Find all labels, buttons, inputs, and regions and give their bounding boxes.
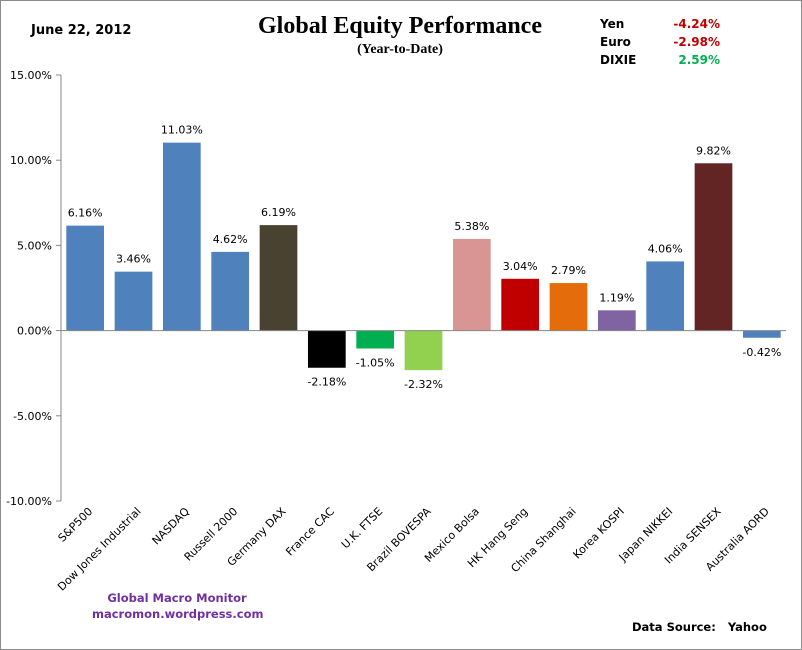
bar bbox=[211, 251, 250, 331]
x-tick-label: S&P500 bbox=[56, 505, 96, 545]
value-label: 5.38% bbox=[454, 220, 489, 233]
data-source: Data Source: Yahoo bbox=[632, 620, 779, 634]
y-tick-label: -10.00% bbox=[6, 495, 52, 508]
currency-value: -2.98% bbox=[673, 35, 720, 49]
x-tick-label: U.K. FTSE bbox=[339, 505, 385, 551]
bar bbox=[66, 225, 105, 331]
bar bbox=[597, 310, 636, 331]
value-label: -2.32% bbox=[404, 378, 443, 391]
x-tick-label: Dow Jones Industrial bbox=[55, 505, 144, 594]
currency-panel: Yen -4.24% Euro -2.98% DIXIE 2.59% bbox=[600, 17, 720, 71]
value-label: 11.03% bbox=[161, 124, 203, 137]
bar bbox=[452, 238, 491, 331]
value-label: 3.46% bbox=[116, 253, 151, 266]
x-tick-label: NASDAQ bbox=[150, 505, 193, 548]
bar bbox=[404, 330, 443, 371]
bar bbox=[646, 261, 685, 331]
currency-row-dixie: DIXIE 2.59% bbox=[600, 53, 720, 71]
chart-title: Global Equity Performance bbox=[258, 13, 542, 39]
currency-name: Euro bbox=[600, 35, 631, 49]
currency-value: -4.24% bbox=[673, 17, 720, 31]
value-label: 4.06% bbox=[648, 242, 683, 255]
bar bbox=[742, 330, 781, 338]
y-tick-label: 5.00% bbox=[17, 239, 52, 252]
currency-row-euro: Euro -2.98% bbox=[600, 35, 720, 53]
y-tick-label: 0.00% bbox=[17, 325, 52, 338]
bar bbox=[162, 142, 201, 331]
currency-value: 2.59% bbox=[678, 53, 720, 67]
y-tick-label: 10.00% bbox=[10, 154, 52, 167]
value-label: 1.19% bbox=[599, 291, 634, 304]
bar bbox=[307, 330, 346, 368]
value-labels: 6.16% 3.46% 11.03% 4.62% 6.19% -2.18% -1.05% -2… bbox=[68, 124, 782, 391]
data-source-value: Yahoo bbox=[727, 620, 767, 634]
value-label: 6.19% bbox=[261, 206, 296, 219]
bar bbox=[356, 330, 395, 349]
value-label: 3.04% bbox=[503, 260, 538, 273]
brand-credit: Global Macro Monitor macromon.wordpress.… bbox=[92, 590, 264, 622]
brand-url[interactable]: macromon.wordpress.com bbox=[92, 607, 264, 621]
report-date: June 22, 2012 bbox=[31, 23, 132, 38]
value-label: 4.62% bbox=[213, 233, 248, 246]
bars bbox=[61, 142, 786, 371]
brand-name: Global Macro Monitor bbox=[107, 591, 247, 605]
y-tick-label: 15.00% bbox=[10, 69, 52, 82]
data-source-label: Data Source: bbox=[632, 620, 716, 634]
value-label: -2.18% bbox=[307, 376, 346, 389]
bar bbox=[694, 163, 733, 331]
value-label: -1.05% bbox=[356, 356, 395, 369]
value-label: 9.82% bbox=[696, 144, 731, 157]
value-label: -0.42% bbox=[742, 346, 781, 359]
value-label: 6.16% bbox=[68, 207, 103, 220]
y-axis: 15.00% 10.00% 5.00% 0.00% -5.00% -10.00% bbox=[6, 69, 62, 508]
currency-name: DIXIE bbox=[600, 53, 637, 67]
currency-name: Yen bbox=[600, 17, 625, 31]
currency-row-yen: Yen -4.24% bbox=[600, 17, 720, 35]
value-label: 2.79% bbox=[551, 264, 586, 277]
chart-subtitle: (Year-to-Date) bbox=[357, 42, 443, 57]
bar bbox=[501, 278, 540, 331]
y-tick-label: -5.00% bbox=[13, 410, 52, 423]
bar bbox=[549, 283, 588, 331]
bar bbox=[114, 271, 153, 331]
x-tick-label: France CAC bbox=[283, 505, 337, 559]
bar bbox=[259, 225, 298, 331]
